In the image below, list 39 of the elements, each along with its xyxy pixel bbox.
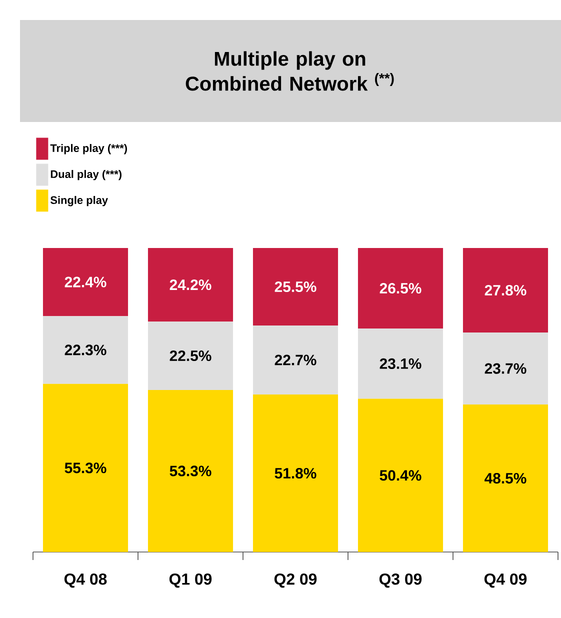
data-label: 53.3% — [170, 466, 212, 476]
legend-label: Single play — [50, 196, 108, 206]
data-label: 48.5% — [484, 472, 526, 484]
data-label: 24.2% — [170, 280, 212, 290]
x-tick-label: Q4 09 — [484, 573, 527, 588]
bar — [358, 328, 444, 399]
bar — [252, 394, 338, 552]
x-tick-label: Q4 08 — [64, 573, 107, 588]
bar — [252, 326, 338, 395]
x-tick-label: Q3 09 — [379, 573, 422, 588]
bar — [252, 248, 338, 326]
bar — [148, 322, 234, 390]
data-label: 23.1% — [380, 358, 422, 369]
data-label: 22.5% — [170, 350, 212, 362]
bar — [148, 390, 234, 552]
bar — [42, 248, 128, 316]
bar — [462, 404, 548, 552]
bar — [462, 332, 548, 405]
data-label: 27.8% — [484, 284, 526, 296]
data-label: 51.8% — [274, 468, 316, 479]
data-label: 22.3% — [64, 344, 106, 356]
legend-label: Dual play (***) — [50, 170, 122, 180]
bar — [42, 384, 128, 552]
data-label: 55.3% — [64, 462, 106, 474]
chart-title: Multiple play on Combined Network $^{(**)}$ — [186, 51, 394, 91]
data-label: 22.7% — [274, 354, 316, 366]
x-tick-label: Q2 09 — [274, 573, 317, 588]
data-label: 22.4% — [64, 276, 106, 288]
data-label: 50.4% — [380, 470, 422, 481]
legend-label: Triple play (***) — [50, 144, 127, 154]
data-label: 26.5% — [380, 282, 422, 294]
bar — [462, 248, 548, 333]
bar — [42, 316, 128, 384]
bar — [358, 398, 444, 552]
data-label: 23.7% — [484, 363, 526, 374]
x-tick-label: Q1 09 — [169, 573, 212, 588]
bar — [358, 248, 444, 329]
data-label: 25.5% — [274, 281, 316, 292]
bar — [148, 248, 234, 322]
